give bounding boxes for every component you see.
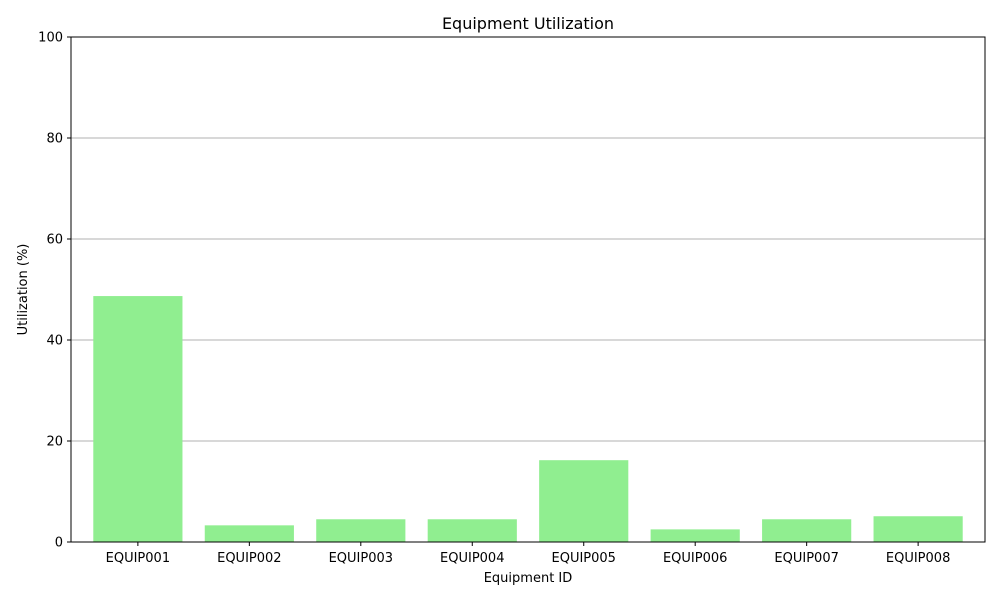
x-tick-label: EQUIP007 xyxy=(774,551,838,566)
x-tick-label: EQUIP005 xyxy=(552,551,616,566)
chart-title: Equipment Utilization xyxy=(442,14,614,33)
x-tick-label: EQUIP002 xyxy=(217,551,281,566)
bar-equip001 xyxy=(93,296,183,542)
x-tick-label: EQUIP004 xyxy=(440,551,504,566)
bar-equip004 xyxy=(427,519,517,542)
y-tick-label: 20 xyxy=(46,435,63,450)
x-tick-label: EQUIP006 xyxy=(663,551,727,566)
bar-equip007 xyxy=(762,519,852,542)
bar-equip002 xyxy=(204,525,294,542)
gridlines xyxy=(71,137,985,442)
x-tick-label: EQUIP003 xyxy=(329,551,393,566)
x-axis-label: Equipment ID xyxy=(484,571,573,586)
x-tick-label: EQUIP001 xyxy=(106,551,170,566)
bar-equip006 xyxy=(650,529,740,542)
y-axis-ticks: 0 20 40 60 80 100 xyxy=(38,31,71,551)
y-tick-label: 80 xyxy=(46,132,63,147)
y-tick-label: 0 xyxy=(55,536,63,551)
x-axis-ticks: EQUIP001 EQUIP002 EQUIP003 EQUIP004 EQUIP005… xyxy=(106,542,950,566)
y-axis-label: Utilization (%) xyxy=(16,244,31,336)
y-tick-label: 60 xyxy=(46,233,63,248)
bar-equip008 xyxy=(873,516,963,542)
y-tick-label: 40 xyxy=(46,334,63,349)
y-tick-label: 100 xyxy=(38,31,63,46)
plot-frame xyxy=(70,36,986,543)
bar-equip003 xyxy=(316,519,406,542)
x-tick-label: EQUIP008 xyxy=(886,551,950,566)
bar-equip005 xyxy=(539,460,629,542)
bars xyxy=(93,296,963,542)
